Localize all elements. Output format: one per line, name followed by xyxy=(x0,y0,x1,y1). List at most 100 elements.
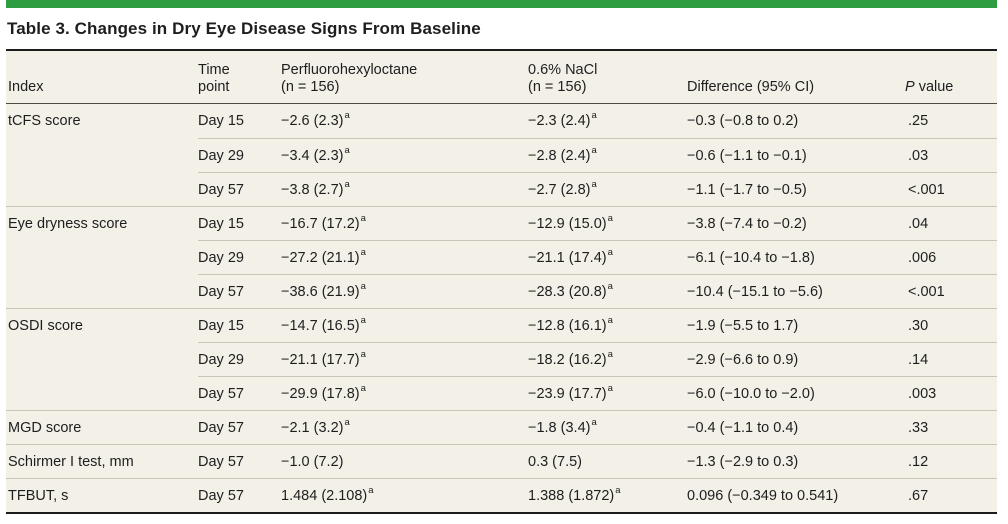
cell-text: Day 29 xyxy=(198,249,244,266)
footnote-marker: a xyxy=(360,314,366,326)
cell-text: .14 xyxy=(908,351,929,368)
cell-text: −27.2 (21.1)a xyxy=(281,246,366,266)
footnote-marker: a xyxy=(344,110,350,122)
p-value-cell: .04 xyxy=(905,206,997,240)
nacl-value-cell: −18.2 (16.2)a xyxy=(528,342,687,376)
footnote-marker: a xyxy=(591,144,597,156)
table: Index Time point Perfluorohexyloctane (n… xyxy=(6,49,997,514)
cell-text: Day 29 xyxy=(198,147,244,164)
cell-text: Day 57 xyxy=(198,419,244,436)
footnote-marker: a xyxy=(607,246,613,258)
column-header-nacl: 0.6% NaCl (n = 156) xyxy=(528,51,687,103)
cell-text: .12 xyxy=(908,453,929,470)
p-value-cell: .33 xyxy=(905,410,997,444)
pfho-value-cell: −14.7 (16.5)a xyxy=(281,308,528,342)
cell-text: −0.3 (−0.8 to 0.2) xyxy=(687,113,799,129)
cell-text: −1.9 (−5.5 to 1.7) xyxy=(687,317,799,334)
cell-text: OSDI score xyxy=(8,317,83,334)
column-header-index: Index xyxy=(6,51,198,103)
p-value-cell: .003 xyxy=(905,376,997,410)
cell-text: −1.3 (−2.9 to 0.3) xyxy=(687,453,799,470)
cell-text: Day 57 xyxy=(198,283,244,300)
footnote-marker: a xyxy=(591,416,597,428)
cell-text: −0.4 (−1.1 to 0.4) xyxy=(687,419,799,436)
cell-text: −3.4 (2.3)a xyxy=(281,144,350,164)
column-header-label-line2: point xyxy=(198,79,230,95)
column-header-label: Difference (95% CI) xyxy=(687,79,815,95)
table-body: tCFS score Day 15 −2.6 (2.3)a −2.3 (2.4)a −0… xyxy=(6,104,997,512)
column-header-label-line1: 0.6% NaCl xyxy=(528,62,598,78)
index-cell: MGD score xyxy=(6,410,198,444)
cell-text: −16.7 (17.2)a xyxy=(281,212,366,232)
cell-text: Eye dryness score xyxy=(8,215,128,232)
cell-text: Day 57 xyxy=(198,487,244,504)
table-row: tCFS score Day 15 −2.6 (2.3)a −2.3 (2.4)a −0… xyxy=(6,104,997,138)
cell-text: −6.0 (−10.0 to −2.0) xyxy=(687,385,815,402)
cell-text: −2.1 (3.2)a xyxy=(281,416,350,436)
cell-text: TFBUT, s xyxy=(8,487,69,504)
cell-text: .30 xyxy=(908,317,929,334)
time-point-cell: Day 29 xyxy=(198,342,281,376)
table-row: Day 57 −29.9 (17.8)a −23.9 (17.7)a −6.0 (−1… xyxy=(6,376,997,410)
column-header-difference: Difference (95% CI) xyxy=(687,51,905,103)
table-header-row: Index Time point Perfluorohexyloctane (n… xyxy=(6,51,997,104)
cell-text: MGD score xyxy=(8,419,82,436)
cell-text: .33 xyxy=(908,419,929,436)
pfho-value-cell: −2.6 (2.3)a xyxy=(281,104,528,138)
nacl-value-cell: −1.8 (3.4)a xyxy=(528,410,687,444)
column-header-label-line2: (n = 156) xyxy=(528,79,587,95)
index-cell xyxy=(6,240,198,274)
pfho-value-cell: −21.1 (17.7)a xyxy=(281,342,528,376)
column-header-label: Index xyxy=(8,79,44,95)
p-value-cell: .14 xyxy=(905,342,997,376)
footnote-marker: a xyxy=(607,348,613,360)
footnote-marker: a xyxy=(615,484,621,496)
cell-text: −28.3 (20.8)a xyxy=(528,280,613,300)
index-cell: Schirmer I test, mm xyxy=(6,444,198,478)
cell-text: −2.8 (2.4)a xyxy=(528,144,597,164)
table-row: OSDI score Day 15 −14.7 (16.5)a −12.8 (16.1… xyxy=(6,308,997,342)
cell-text: −12.8 (16.1)a xyxy=(528,314,613,334)
cell-text: −6.1 (−10.4 to −1.8) xyxy=(687,249,815,266)
footnote-marker: a xyxy=(360,348,366,360)
index-cell xyxy=(6,274,198,308)
footnote-marker: a xyxy=(360,280,366,292)
footnote-marker: a xyxy=(591,178,597,190)
p-value-cell: <.001 xyxy=(905,172,997,206)
cell-text: −2.6 (2.3)a xyxy=(281,110,350,129)
nacl-value-cell: −21.1 (17.4)a xyxy=(528,240,687,274)
nacl-value-cell: −12.9 (15.0)a xyxy=(528,206,687,240)
footnote-marker: a xyxy=(591,110,597,122)
index-cell: OSDI score xyxy=(6,308,198,342)
cell-text: .04 xyxy=(908,215,929,232)
cell-text: Day 57 xyxy=(198,385,244,402)
cell-text: −14.7 (16.5)a xyxy=(281,314,366,334)
cell-text: −38.6 (21.9)a xyxy=(281,280,366,300)
index-cell: Eye dryness score xyxy=(6,206,198,240)
time-point-cell: Day 15 xyxy=(198,206,281,240)
cell-text: .25 xyxy=(908,113,929,129)
p-value-cell: .12 xyxy=(905,444,997,478)
pfho-value-cell: 1.484 (2.108)a xyxy=(281,478,528,512)
pfho-value-cell: −3.4 (2.3)a xyxy=(281,138,528,172)
cell-text: .003 xyxy=(908,385,937,402)
cell-text: −1.1 (−1.7 to −0.5) xyxy=(687,181,807,198)
time-point-cell: Day 57 xyxy=(198,444,281,478)
cell-text: −3.8 (−7.4 to −0.2) xyxy=(687,215,807,232)
nacl-value-cell: −2.8 (2.4)a xyxy=(528,138,687,172)
table-row: TFBUT, s Day 57 1.484 (2.108)a 1.388 (1.872… xyxy=(6,478,997,512)
cell-text: −2.7 (2.8)a xyxy=(528,178,597,198)
table-row: Day 29 −3.4 (2.3)a −2.8 (2.4)a −0.6 (−1.1 t… xyxy=(6,138,997,172)
nacl-value-cell: −28.3 (20.8)a xyxy=(528,274,687,308)
pfho-value-cell: −38.6 (21.9)a xyxy=(281,274,528,308)
cell-text: −21.1 (17.4)a xyxy=(528,246,613,266)
time-point-cell: Day 57 xyxy=(198,274,281,308)
cell-text: <.001 xyxy=(908,181,945,198)
pfho-value-cell: −3.8 (2.7)a xyxy=(281,172,528,206)
time-point-cell: Day 15 xyxy=(198,308,281,342)
difference-cell: −6.1 (−10.4 to −1.8) xyxy=(687,240,905,274)
cell-text: −12.9 (15.0)a xyxy=(528,212,613,232)
footnote-marker: a xyxy=(360,246,366,258)
difference-cell: −6.0 (−10.0 to −2.0) xyxy=(687,376,905,410)
